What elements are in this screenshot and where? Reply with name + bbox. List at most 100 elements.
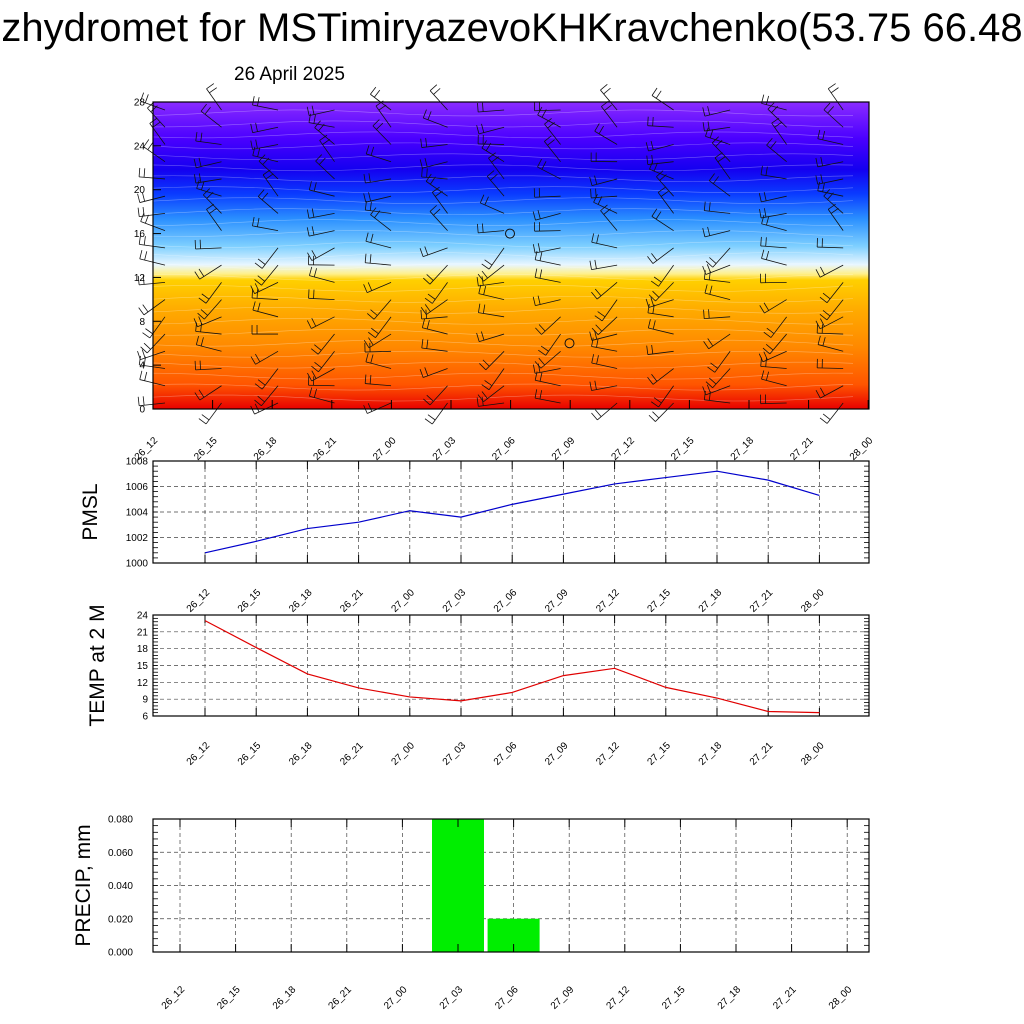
wind-barb-flag [371, 327, 379, 334]
wind-barb-flag [765, 250, 770, 260]
pmsl-x-tick-label: 26_12 [185, 587, 213, 615]
wind-barb-flag [486, 170, 495, 177]
precip-x-tick-label: 26_18 [271, 984, 299, 1012]
wind-barb-flag [369, 201, 372, 211]
wind-barb-flag [822, 182, 825, 192]
wind-barb-flag [364, 374, 367, 384]
wind-barb-shaft [761, 258, 787, 266]
wind-barb-flag [539, 372, 543, 382]
wind-barb-flag [140, 212, 145, 222]
wind-barb-flag [765, 95, 770, 105]
wind-barb-shaft [252, 144, 279, 150]
wind-barb-flag [645, 142, 649, 152]
temp-x-tick-label: 27_12 [594, 740, 622, 768]
wind-barb-flag [703, 270, 706, 280]
precip-y-tick-label: 0.060 [108, 848, 133, 859]
wind-barb-flag [597, 196, 603, 205]
wind-barb-shaft [823, 195, 844, 214]
wind-barb-shaft [196, 344, 222, 352]
contour-line [152, 120, 854, 128]
wind-barb-flag [265, 173, 274, 180]
wind-barb-shaft [648, 327, 674, 335]
wind-barb-flag [420, 309, 423, 320]
wind-barb-shaft [309, 275, 335, 283]
wind-barb-flag [481, 396, 484, 406]
wind-barb-flag [481, 263, 490, 270]
wind-barb-flag [196, 179, 200, 189]
wind-barb-shaft [712, 368, 731, 389]
temp-x-tick-label: 28_00 [799, 740, 827, 768]
wind-barb-flag [823, 102, 831, 111]
temp-y-tick-label: 24 [137, 611, 149, 622]
wind-barb-shaft [535, 247, 561, 254]
wind-barb-shaft [421, 347, 448, 352]
wind-barb-shaft [421, 144, 448, 148]
wind-barb-flag [491, 156, 499, 163]
wind-barb-flag [538, 349, 546, 356]
wind-barb-flag [647, 116, 649, 126]
wind-barb-flag [651, 87, 658, 96]
wind-barb-flag [647, 256, 654, 264]
wind-barb-flag [257, 379, 266, 386]
wind-barb-flag [150, 105, 158, 113]
wind-barb-flag [315, 154, 323, 162]
contour-line [152, 307, 854, 314]
wind-barb-flag [589, 260, 592, 270]
wind-barb-shaft [255, 350, 279, 365]
wind-barb-shaft [535, 379, 561, 387]
wind-barb-flag [138, 235, 141, 245]
calm-wind-marker [564, 338, 575, 349]
heatmap-y-tick-label: 24 [134, 141, 146, 152]
precip-x-tick-label: 27_12 [604, 984, 632, 1012]
wind-barb-flag [198, 157, 202, 167]
wind-barb-shaft [311, 316, 335, 329]
pmsl-y-tick-label: 1004 [126, 508, 149, 519]
wind-barb-flag [426, 394, 434, 402]
wind-barb-flag [311, 370, 317, 379]
wind-barb-flag [152, 121, 161, 128]
wind-barb-flag [708, 173, 715, 181]
wind-barb-flag [537, 106, 543, 116]
wind-barb-flag [815, 157, 819, 167]
precip-y-axis-label: PRECIP, mm [72, 824, 95, 946]
pmsl-y-axis-label: PMSL [79, 483, 102, 540]
wind-barb-shaft [370, 214, 392, 231]
contour-line [152, 350, 854, 358]
wind-barb-shaft [658, 264, 674, 287]
wind-barb-flag [365, 232, 369, 242]
wind-barb-flag [591, 412, 598, 421]
wind-barb-shaft [591, 178, 618, 187]
wind-barb-flag [707, 226, 711, 236]
wind-barb-shaft [541, 316, 561, 335]
wind-barb-shaft [771, 122, 787, 145]
contour-line [152, 208, 854, 215]
wind-barb-flag [306, 320, 312, 329]
wind-barb-shaft [478, 281, 505, 287]
wind-barb-flag [651, 344, 654, 354]
wind-barb-flag [257, 302, 261, 312]
wind-barb-flag [429, 84, 438, 91]
wind-barb-shaft [375, 105, 392, 128]
temp-x-tick-label: 26_18 [287, 740, 315, 768]
wind-barb-flag [766, 137, 773, 146]
contour-line [152, 241, 854, 248]
precip-x-tick-label: 27_06 [493, 984, 521, 1012]
wind-barb-shaft [535, 213, 561, 221]
wind-barb-shaft [375, 316, 392, 338]
wind-barb-shaft [367, 402, 392, 414]
pmsl-y-tick-label: 1002 [126, 533, 149, 544]
wind-barb-shaft [147, 107, 166, 128]
wind-barb-flag [763, 331, 772, 338]
wind-barb-flag [827, 106, 834, 114]
contour-line [152, 394, 854, 402]
wind-barb-flag [594, 123, 600, 132]
wind-barb-shaft [421, 316, 448, 320]
wind-barb-flag [318, 157, 326, 165]
wind-barb-flag [478, 284, 482, 294]
wind-barb-flag [138, 167, 141, 177]
wind-barb-shaft [704, 292, 731, 300]
wind-barb-shaft [373, 299, 392, 320]
wind-barb-flag [763, 351, 768, 361]
wind-barb-flag [258, 154, 266, 162]
